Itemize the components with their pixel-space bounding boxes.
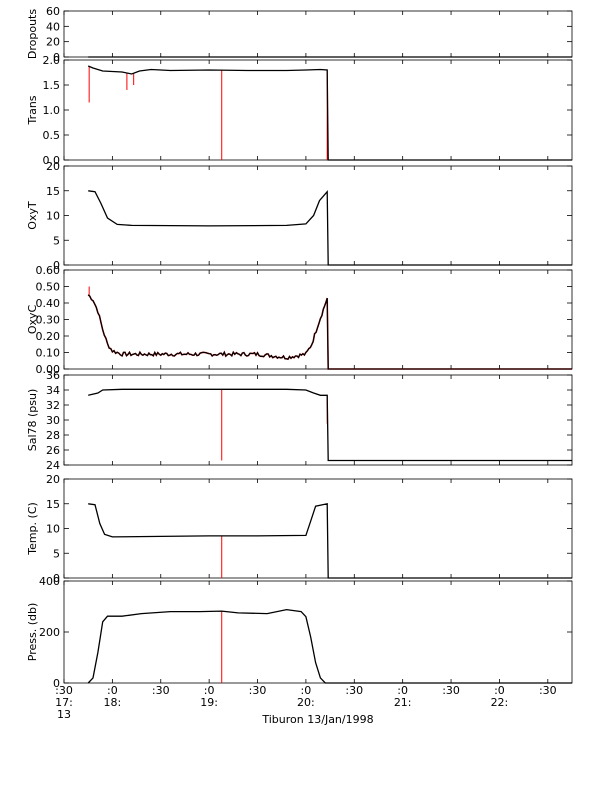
y-tick-label: 24	[46, 459, 60, 472]
y-tick-label: 1.0	[43, 104, 61, 117]
y-tick-label: 20	[46, 36, 60, 49]
y-tick-label: 2.0	[43, 54, 61, 67]
y-tick-label: 200	[39, 626, 60, 639]
y-tick-label: 30	[46, 414, 60, 427]
y-axis-label: Sal78 (psu)	[26, 389, 39, 452]
y-tick-label: 28	[46, 429, 60, 442]
panel-frame	[63, 165, 573, 266]
x-tick-label: :0	[494, 684, 505, 697]
x-tick-label: :0	[301, 684, 312, 697]
raw-line	[87, 294, 572, 370]
y-tick-label: 0.30	[36, 314, 61, 327]
y-tick-label: 34	[46, 384, 60, 397]
y-tick-label: 32	[46, 399, 60, 412]
panel-frame	[63, 59, 573, 161]
y-tick-label: 15	[46, 498, 60, 511]
y-tick-label: 20	[46, 473, 60, 486]
panel-6: 0 5 10 15 20 Temp. (C)	[26, 473, 573, 585]
y-tick-label: 15	[46, 185, 60, 198]
x-tick-label: :0	[204, 684, 215, 697]
y-tick-label: 36	[46, 369, 60, 382]
x-tick-label: 18:	[104, 696, 122, 709]
y-axis-label: Press. (db)	[26, 603, 39, 662]
panel-frame	[63, 10, 573, 58]
panel-frame	[63, 478, 573, 579]
y-tick-label: 60	[46, 5, 60, 18]
y-tick-label: 5	[53, 234, 60, 247]
y-tick-label: 10	[46, 210, 60, 223]
y-tick-label: 1.5	[43, 79, 61, 92]
y-axis-label: OxyT	[26, 201, 39, 230]
x-tick-label: :30	[249, 684, 267, 697]
x-tick-label: 19:	[200, 696, 218, 709]
y-tick-label: 0.60	[36, 264, 61, 277]
y-tick-label: 0.40	[36, 297, 61, 310]
panel-7: 0 200 400 Press. (db)	[26, 575, 573, 690]
x-tick-label: 21:	[394, 696, 412, 709]
series-line	[87, 294, 572, 370]
y-tick-label: 0	[53, 677, 60, 690]
y-tick-label: 0.50	[36, 281, 61, 294]
y-tick-label: 0.5	[43, 129, 61, 142]
panel-4: 0.00 0.10 0.20 0.30 0.40 0.50 0.60 OxyC	[26, 264, 573, 376]
x-tick-label: :0	[107, 684, 118, 697]
panel-frame	[63, 580, 573, 684]
y-axis-label: Temp. (C)	[26, 502, 39, 556]
panel-frame	[63, 374, 573, 466]
y-tick-label: 26	[46, 444, 60, 457]
y-tick-label: 0.20	[36, 330, 61, 343]
panel-2: 0.0 0.5 1.0 1.5 2.0 Trans	[26, 54, 573, 167]
x-tick-label: 13	[57, 708, 71, 721]
x-tick-label: :30	[55, 684, 73, 697]
x-axis: :3017:13:018::30:019::30:020::30:021::30…	[55, 684, 557, 721]
series-line	[88, 388, 572, 462]
y-tick-label: 0.0	[43, 154, 61, 167]
x-tick-label: :30	[152, 684, 170, 697]
y-axis-label: Dropouts	[26, 9, 39, 59]
y-tick-label: 400	[39, 575, 60, 588]
x-tick-label: 22:	[491, 696, 509, 709]
y-tick-label: 20	[46, 160, 60, 173]
x-tick-label: 17:	[55, 696, 73, 709]
series-line	[88, 189, 572, 266]
y-tick-label: 0	[53, 572, 60, 585]
x-tick-label: :30	[345, 684, 363, 697]
series-line	[87, 65, 572, 161]
y-tick-label: 5	[53, 547, 60, 560]
panels-group: 0 20 40 60 Dropouts 0.0 0.5 1.0 1.5 2.0 Trans 0 5 10 1…	[26, 5, 573, 690]
series-line	[87, 608, 572, 684]
panel-frame	[63, 269, 573, 370]
y-tick-label: 0	[53, 51, 60, 64]
y-tick-label: 10	[46, 523, 60, 536]
y-tick-label: 40	[46, 20, 60, 33]
panel-3: 0 5 10 15 20 OxyT	[26, 160, 573, 272]
y-tick-label: 0.10	[36, 347, 61, 360]
x-axis-label: Tiburon 13/Jan/1998	[261, 713, 373, 726]
y-axis-label: Trans	[26, 95, 39, 125]
panel-5: 24 26 28 30 32 34 36 Sal78 (psu)	[26, 369, 573, 472]
panel-1: 0 20 40 60 Dropouts	[26, 5, 573, 64]
x-tick-label: 20:	[297, 696, 315, 709]
series-line	[88, 503, 572, 579]
x-tick-label: :30	[539, 684, 557, 697]
y-axis-label: OxyC	[26, 305, 39, 335]
y-tick-label: 0	[53, 259, 60, 272]
x-tick-label: :0	[397, 684, 408, 697]
y-tick-label: 0.00	[36, 363, 61, 376]
x-tick-label: :30	[442, 684, 460, 697]
